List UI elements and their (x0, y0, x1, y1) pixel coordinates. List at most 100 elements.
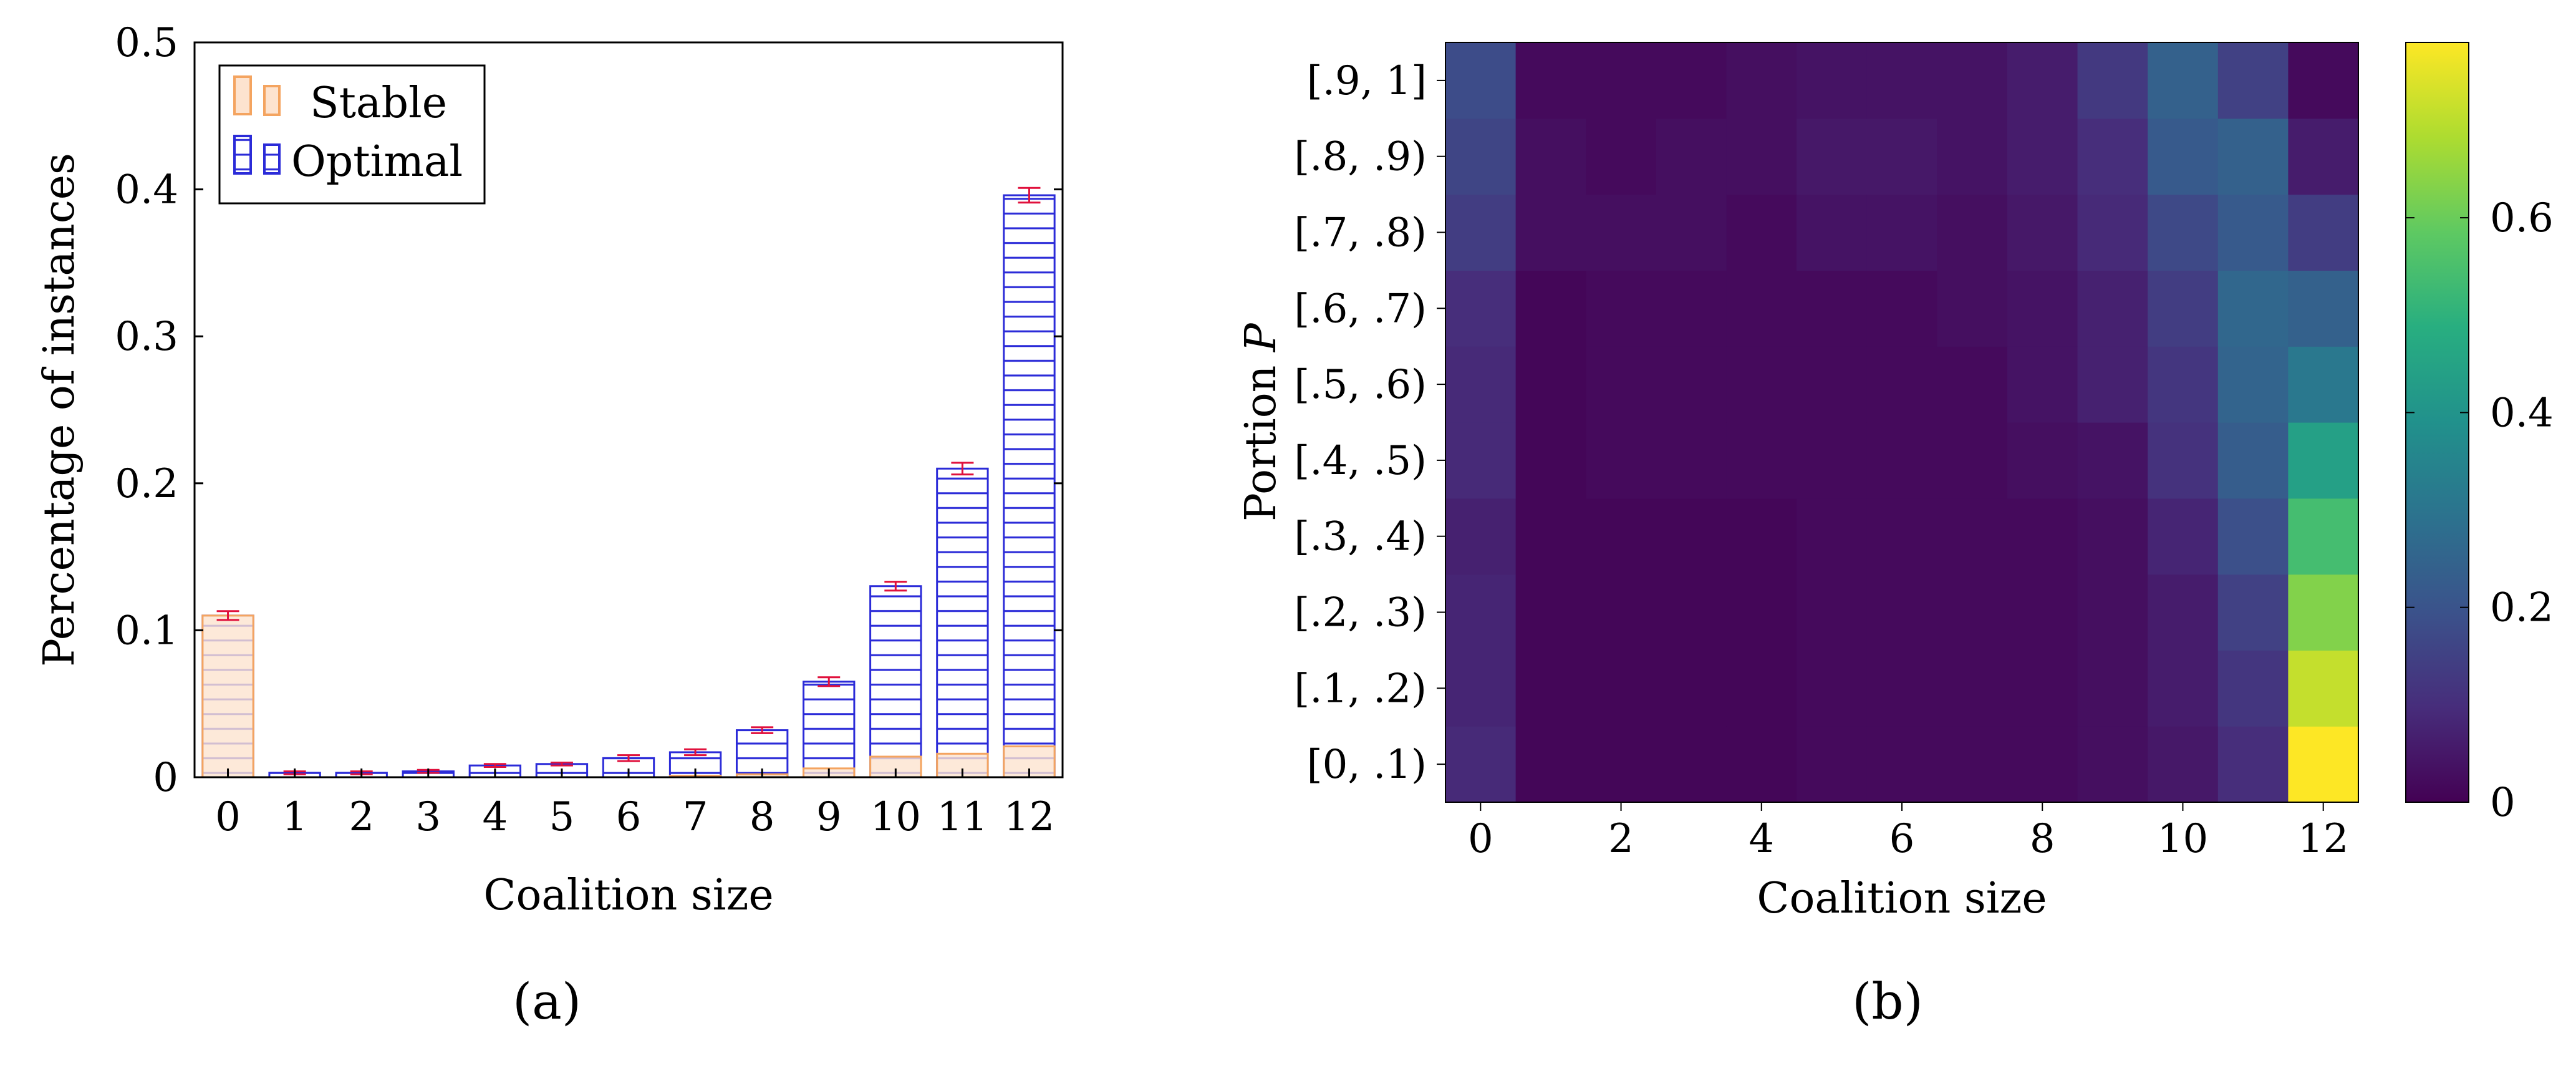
panel-caption-b: (b) (1852, 972, 1923, 1030)
heatmap-cell (1656, 42, 1727, 119)
y-tick-label: [.7, .8) (1294, 210, 1427, 256)
heatmap-cell (2148, 498, 2219, 575)
legend-swatch-optimal-small (263, 143, 281, 175)
heatmap-cell (2148, 118, 2219, 195)
heatmap-cell (2148, 270, 2219, 347)
heatmap-cell (2077, 270, 2148, 347)
heatmap-cell (1937, 118, 2008, 195)
heatmap-cell (1586, 650, 1657, 727)
heatmap-cell (1937, 194, 2008, 271)
heatmap-cell (1445, 346, 1517, 423)
heatmap-cell (2217, 346, 2289, 423)
heatmap-cell (2077, 726, 2148, 803)
x-tick-label: 11 (937, 794, 988, 840)
x-tick-label: 1 (282, 794, 307, 840)
heatmap-cell (1797, 498, 1868, 575)
heatmap-cell (2007, 194, 2078, 271)
heatmap-cell (2077, 574, 2148, 651)
colorbar-tick-label: 0.2 (2490, 585, 2554, 631)
heatmap-cell (1445, 650, 1517, 727)
heatmap-cell (2288, 498, 2359, 575)
bar-chart-panel: 00.10.20.30.40.5 0 1 2 3 4 5 6 7 8 9 10 11 12 Coalit… (35, 20, 1064, 1030)
heatmap-cell (1726, 498, 1797, 575)
heatmap-cell (2007, 650, 2078, 727)
y-tick-label: 0.2 (115, 461, 178, 507)
heatmap-cell (1586, 726, 1657, 803)
heatmap-cell (1797, 726, 1868, 803)
y-tick-label: [.8, .9) (1294, 134, 1427, 180)
heatmap-cell (1515, 574, 1586, 651)
x-axis-label: Coalition size (483, 871, 773, 920)
heatmap-cell (1726, 270, 1797, 347)
heatmap-cell (1515, 118, 1586, 195)
heatmap-cell (2148, 726, 2219, 803)
error-bar-12 (1018, 187, 1041, 204)
heatmap-cell (1515, 650, 1586, 727)
heatmap-cell (2077, 346, 2148, 423)
x-tick-label: 0 (1468, 816, 1493, 862)
x-axis-label: Coalition size (1757, 874, 2047, 923)
error-bar-8 (751, 726, 774, 734)
heatmap-cell (1515, 346, 1586, 423)
heatmap-cell (1937, 726, 2008, 803)
heatmap-cell (1586, 118, 1657, 195)
heatmap-cell (2217, 194, 2289, 271)
error-bar-4 (483, 763, 506, 768)
y-tick-label: [.1, .2) (1294, 666, 1427, 712)
heatmap-cell (1445, 574, 1517, 651)
y-tick-label: [.2, .3) (1294, 590, 1427, 636)
heatmap-cell (1726, 574, 1797, 651)
y-axis: [0, .1) [.1, .2) [.2, .3) [.3, .4) [.4, .5) [… (1294, 58, 1445, 788)
heatmap-cell (1866, 498, 1937, 575)
heatmap-cell (1726, 726, 1797, 803)
heatmap-cell (1586, 574, 1657, 651)
heatmap-cell (1797, 574, 1868, 651)
heatmap-cell (1797, 42, 1868, 119)
legend-swatch-stable (233, 75, 252, 115)
heatmap-cell (1866, 118, 1937, 195)
heatmap-cell (1726, 194, 1797, 271)
heatmap-cell (1515, 42, 1586, 119)
y-tick-label: [.9, 1] (1307, 58, 1427, 104)
heatmap-cell (2217, 42, 2289, 119)
x-tick-label: 2 (1608, 816, 1634, 862)
heatmap-cell (1586, 346, 1657, 423)
heatmap-cell (2007, 422, 2078, 499)
heatmap-cell (2148, 346, 2219, 423)
heatmap-cell (1866, 270, 1937, 347)
heatmap-cell (2288, 194, 2359, 271)
x-tick-label: 10 (2158, 816, 2208, 862)
heatmap-cell (1515, 194, 1586, 271)
heatmap-cell (1937, 42, 2008, 119)
heatmap-cell (1515, 422, 1586, 499)
y-axis-label: Percentage of instances (35, 153, 84, 667)
heatmap-cell (1726, 346, 1797, 423)
x-tick-label: 2 (349, 794, 374, 840)
heatmap-cell (1866, 42, 1937, 119)
heatmap-cell (1445, 194, 1517, 271)
x-tick-label: 9 (816, 794, 842, 840)
heatmap-cell (1656, 574, 1727, 651)
heatmap-cell (2217, 574, 2289, 651)
x-tick-label: 6 (1889, 816, 1915, 862)
heatmap-cell (1656, 194, 1727, 271)
heatmap-cell (2077, 650, 2148, 727)
heatmap-cell (2148, 422, 2219, 499)
x-tick-label: 12 (2298, 816, 2348, 862)
legend: Stable Optimal (218, 64, 486, 205)
heatmap-panel: [0, .1) [.1, .2) [.2, .3) [.3, .4) [.4, .5) [… (1237, 42, 2554, 1030)
heatmap-cell (1586, 42, 1657, 119)
heatmap-cell (2217, 726, 2289, 803)
heatmap-cell (2288, 346, 2359, 423)
bar-stable-0 (201, 614, 254, 778)
heatmap-cell (1797, 270, 1868, 347)
heatmap-cell (1937, 422, 2008, 499)
bar-optimal-12 (1003, 194, 1056, 778)
heatmap-cell (2007, 42, 2078, 119)
x-tick-label: 6 (616, 794, 642, 840)
heatmap-cell (1445, 42, 1517, 119)
y-tick-label: 0.4 (115, 167, 178, 213)
heatmap-cell (1866, 726, 1937, 803)
heatmap-cell (2217, 498, 2289, 575)
